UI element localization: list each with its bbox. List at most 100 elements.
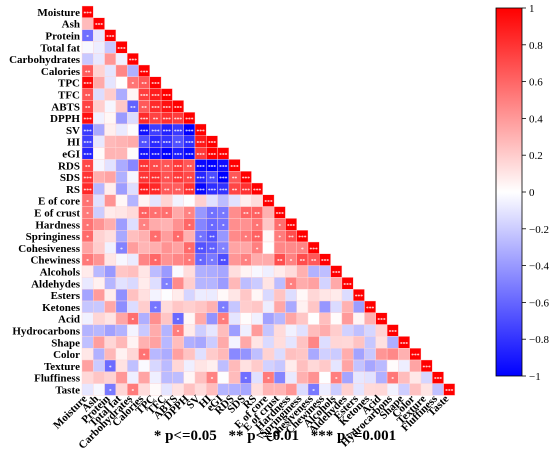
heatmap-cell [194,289,207,302]
heatmap-cell [160,229,173,243]
heatmap-cell [228,265,241,278]
svg-text:***: *** [151,94,160,100]
svg-text:***: *** [377,318,386,324]
heatmap-cell [126,336,139,349]
heatmap-cell: *** [160,135,173,148]
heatmap-cell: *** [172,147,184,160]
heatmap-cell: *** [93,17,105,30]
heatmap-cell: * [149,300,162,314]
svg-text:**: ** [141,105,147,111]
heatmap-cell [104,312,117,325]
heatmap-cell [262,277,275,290]
heatmap-cell [262,253,275,266]
heatmap-cell: ** [138,135,151,148]
heatmap-cell [409,359,422,373]
heatmap-cell [341,336,354,349]
heatmap-cell [115,194,128,207]
heatmap-cell [194,312,207,325]
svg-text:***: *** [140,94,149,100]
row-label: Springiness [26,231,81,243]
svg-text:***: *** [106,35,115,41]
svg-text:*: * [86,235,89,241]
heatmap-cell: ** [138,76,151,89]
svg-text:*: * [154,306,157,312]
heatmap-cell [104,88,117,101]
heatmap-cell: *** [296,229,309,243]
heatmap-cell [307,324,320,337]
heatmap-cell: *** [172,111,184,125]
svg-text:**: ** [254,235,260,241]
heatmap-cell [183,277,196,290]
heatmap-cell [172,359,184,373]
heatmap-cell [115,123,128,137]
svg-text:***: *** [219,188,228,194]
svg-text:*: * [244,377,247,383]
heatmap-cell: *** [81,123,94,137]
heatmap-cell [194,277,207,290]
heatmap-cell [160,324,173,337]
heatmap-cell [330,277,343,290]
heatmap-cell [115,100,128,113]
heatmap-cell [126,300,139,314]
heatmap-cell [126,359,139,373]
svg-text:*: * [222,223,225,229]
heatmap-cell [160,194,173,207]
heatmap-cell [160,312,173,325]
heatmap-cell [149,336,162,349]
heatmap-cell [104,182,117,196]
heatmap-cell [375,336,388,349]
heatmap-cell: * [386,371,399,384]
heatmap-cell [420,371,433,384]
heatmap-cell [228,194,241,207]
heatmap-cell: *** [160,147,173,160]
heatmap-cell: ** [81,100,94,113]
svg-text:***: *** [287,223,296,229]
svg-text:***: *** [400,341,409,347]
svg-text:*: * [256,223,259,229]
heatmap-cell [104,218,117,231]
row-label: Calories [41,66,81,78]
heatmap-cell [409,371,422,384]
heatmap-cell [149,277,162,290]
svg-text:*: * [199,259,202,265]
row-label: HI [67,137,80,149]
heatmap-cell: * [206,206,218,219]
heatmap-cell [296,348,309,361]
heatmap-cell: ** [81,88,94,101]
heatmap-cell [183,348,196,361]
svg-text:*: * [131,82,134,88]
heatmap-cell [104,289,117,302]
heatmap-cell [206,348,218,361]
heatmap-cell [194,194,207,207]
heatmap-cell [285,371,297,384]
heatmap-cell [296,289,309,302]
svg-text:*: * [222,212,225,218]
heatmap-cell: *** [149,135,162,148]
heatmap-cell [273,265,286,278]
heatmap-cell [251,265,264,278]
heatmap-cell [149,312,162,325]
heatmap-cell: ** [228,170,241,184]
heatmap-cell [81,41,94,54]
svg-text:***: *** [332,271,341,277]
heatmap-cell: * [330,371,343,384]
heatmap-cell: ** [251,229,264,243]
svg-text:***: *** [163,94,172,100]
heatmap-cell: ** [138,100,151,113]
svg-text:***: *** [84,141,93,147]
heatmap-cell [126,253,139,266]
row-label: Fluffiness [34,373,81,385]
heatmap-cell: *** [81,182,94,196]
heatmap-cell [251,359,264,373]
heatmap-cell: * [126,312,139,325]
svg-text:**: ** [141,141,147,147]
heatmap-cell [307,371,320,384]
heatmap-cell [375,348,388,361]
heatmap-cell [160,241,173,255]
heatmap-cell [160,265,173,278]
heatmap-cell: *** [138,88,151,101]
heatmap-cell [160,371,173,384]
heatmap-cell: *** [206,159,218,172]
svg-text:**: ** [141,82,147,88]
row-label: Total fat [40,42,80,54]
